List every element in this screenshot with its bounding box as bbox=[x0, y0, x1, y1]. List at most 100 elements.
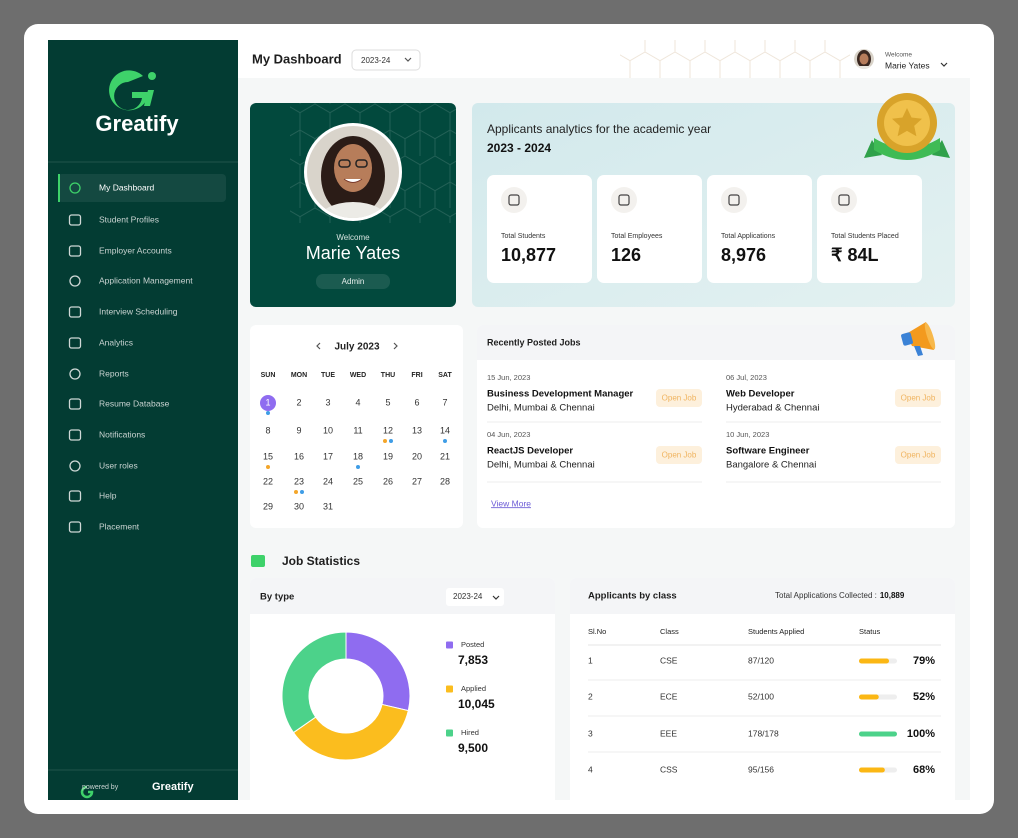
prev-month[interactable] bbox=[316, 342, 321, 350]
open-job-button[interactable] bbox=[656, 389, 702, 407]
sidebar bbox=[48, 40, 238, 800]
stat-label: Total Applications bbox=[721, 233, 776, 240]
weekday: TUE bbox=[321, 372, 335, 379]
nav-icon bbox=[68, 245, 82, 257]
stat-icon bbox=[618, 194, 630, 206]
view-more[interactable]: View More bbox=[491, 498, 531, 508]
nav-item[interactable]: Analytics bbox=[99, 337, 133, 347]
calendar-day[interactable]: 14 bbox=[440, 425, 450, 435]
calendar-day[interactable]: 29 bbox=[263, 501, 273, 511]
content: Greatify My Dashboard Student Profiles Empl… bbox=[68, 51, 941, 793]
table-cell: CSE bbox=[660, 655, 678, 665]
nav-item[interactable]: User roles bbox=[99, 460, 138, 470]
weekday: SAT bbox=[438, 372, 452, 379]
legend-value: 9,500 bbox=[458, 741, 488, 755]
by-class-card bbox=[570, 578, 955, 800]
year-select[interactable] bbox=[351, 49, 421, 71]
nav-icon bbox=[69, 460, 81, 472]
job-title: ReactJS Developer bbox=[487, 446, 573, 457]
stat-card bbox=[707, 175, 812, 283]
calendar-day[interactable]: 20 bbox=[412, 451, 422, 461]
calendar-day[interactable]: 5 bbox=[385, 397, 390, 407]
open-job-label[interactable]: Open Job bbox=[901, 394, 936, 403]
nav-item[interactable]: Application Management bbox=[99, 275, 193, 285]
nav-item[interactable]: Interview Scheduling bbox=[99, 306, 178, 316]
calendar-day[interactable]: 10 bbox=[323, 425, 333, 435]
type-year-select[interactable] bbox=[446, 588, 504, 606]
status-bar bbox=[859, 658, 890, 664]
calendar-day[interactable]: 15 bbox=[263, 451, 273, 461]
legend-label: Posted bbox=[461, 640, 484, 649]
legend-swatch bbox=[446, 729, 453, 737]
calendar-day[interactable]: 18 bbox=[353, 451, 363, 461]
calendar-day[interactable]: 17 bbox=[323, 451, 333, 461]
table-cell: CSS bbox=[660, 764, 678, 774]
event-dot bbox=[356, 465, 360, 469]
open-job-label[interactable]: Open Job bbox=[662, 394, 697, 403]
calendar-day[interactable]: 1 bbox=[265, 397, 270, 407]
job-location: Delhi, Mumbai & Chennai bbox=[487, 403, 595, 414]
calendar-day[interactable]: 9 bbox=[296, 425, 301, 435]
open-job-label[interactable]: Open Job bbox=[662, 451, 697, 460]
nav-item[interactable]: My Dashboard bbox=[99, 182, 155, 192]
calendar-day[interactable]: 19 bbox=[383, 451, 393, 461]
job-date: 06 Jul, 2023 bbox=[726, 373, 767, 382]
stat-value: 8,976 bbox=[721, 245, 766, 265]
next-month[interactable] bbox=[393, 342, 398, 350]
user-name: Marie Yates bbox=[885, 60, 930, 70]
calendar-day[interactable]: 26 bbox=[383, 476, 393, 486]
legend-swatch bbox=[446, 685, 453, 693]
nav-item[interactable]: Placement bbox=[99, 521, 140, 531]
calendar-day[interactable]: 16 bbox=[294, 451, 304, 461]
stat-icon-bg bbox=[501, 187, 527, 213]
nav-icon bbox=[68, 398, 82, 410]
page-title: My Dashboard bbox=[252, 51, 342, 66]
footer-logo bbox=[80, 785, 94, 799]
chevron bbox=[492, 595, 500, 600]
calendar-day[interactable]: 13 bbox=[412, 425, 422, 435]
card-title: By type bbox=[260, 592, 294, 603]
calendar-day[interactable]: 6 bbox=[414, 397, 419, 407]
nav-item[interactable]: Student Profiles bbox=[99, 214, 159, 224]
nav-active-bg bbox=[58, 174, 226, 202]
calendar-day[interactable]: 4 bbox=[355, 397, 360, 407]
calendar-day[interactable]: 11 bbox=[353, 425, 362, 435]
calendar-day[interactable]: 28 bbox=[440, 476, 450, 486]
open-job-button[interactable] bbox=[895, 446, 941, 464]
stat-icon-bg bbox=[831, 187, 857, 213]
calendar-day[interactable]: 31 bbox=[323, 501, 333, 511]
calendar-day[interactable]: 27 bbox=[412, 476, 422, 486]
nav-item[interactable]: Help bbox=[99, 490, 117, 500]
event-dot bbox=[443, 439, 447, 443]
job-location: Hyderabad & Chennai bbox=[726, 403, 819, 414]
header-pattern bbox=[620, 40, 850, 78]
calendar-day[interactable]: 7 bbox=[442, 397, 447, 407]
chevron[interactable] bbox=[940, 62, 948, 67]
nav-item[interactable]: Employer Accounts bbox=[99, 245, 172, 255]
brand: Greatify bbox=[95, 111, 179, 136]
column-header: Sl.No bbox=[588, 627, 606, 636]
calendar-day[interactable]: 23 bbox=[294, 476, 304, 486]
nav-icon bbox=[68, 490, 82, 502]
calendar-day[interactable]: 12 bbox=[383, 425, 393, 435]
nav-item[interactable]: Reports bbox=[99, 368, 129, 378]
stat-icon-bg bbox=[611, 187, 637, 213]
calendar-day[interactable]: 22 bbox=[263, 476, 273, 486]
open-job-label[interactable]: Open Job bbox=[901, 451, 936, 460]
logo-mark bbox=[144, 90, 154, 106]
calendar-day[interactable]: 3 bbox=[325, 397, 330, 407]
nav-item[interactable]: Notifications bbox=[99, 429, 145, 439]
calendar-day[interactable]: 2 bbox=[296, 397, 301, 407]
open-job-button[interactable] bbox=[656, 446, 702, 464]
calendar-day[interactable]: 25 bbox=[353, 476, 363, 486]
calendar-day[interactable]: 24 bbox=[323, 476, 333, 486]
analytics-title: Applicants analytics for the academic ye… bbox=[487, 122, 711, 136]
weekday: WED bbox=[350, 372, 366, 379]
calendar-day[interactable]: 8 bbox=[265, 425, 270, 435]
calendar-day[interactable]: 21 bbox=[440, 451, 450, 461]
calendar-day[interactable]: 30 bbox=[294, 501, 304, 511]
footer-brand: Greatify bbox=[152, 781, 194, 793]
open-job-button[interactable] bbox=[895, 389, 941, 407]
nav-item[interactable]: Resume Database bbox=[99, 398, 170, 408]
column-header: Students Applied bbox=[748, 627, 804, 636]
